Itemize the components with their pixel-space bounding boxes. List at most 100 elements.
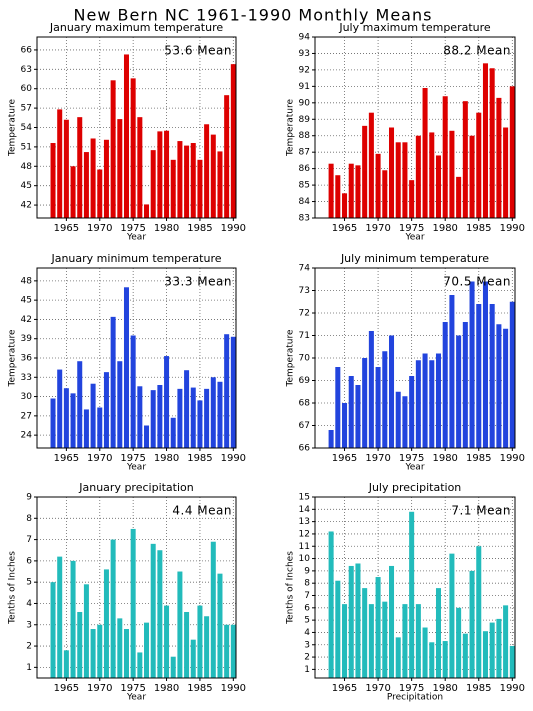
bar: [197, 400, 203, 448]
bar: [496, 618, 502, 678]
y-tick-label: 57: [21, 104, 32, 114]
bar: [103, 569, 109, 678]
x-tick-label: 1975: [120, 223, 145, 234]
bar: [382, 170, 388, 218]
y-axis-label: Tenths of Inches: [8, 551, 18, 625]
bar: [435, 588, 442, 678]
subplot-title: July maximum temperature: [338, 21, 491, 34]
bar: [190, 639, 196, 678]
bar: [57, 109, 63, 218]
y-tick-label: 91: [299, 82, 310, 92]
bar: [70, 560, 76, 678]
bar: [449, 553, 455, 678]
bar: [164, 605, 170, 678]
bar: [489, 622, 495, 678]
bar: [388, 335, 395, 448]
bar: [217, 381, 223, 448]
bar: [368, 604, 374, 678]
y-tick-label: 89: [299, 115, 311, 125]
bar: [462, 322, 468, 448]
bar: [509, 301, 515, 448]
x-tick-label: 1980: [432, 683, 457, 694]
bar: [83, 584, 89, 678]
x-tick-label: 1965: [332, 223, 357, 234]
bar: [83, 152, 89, 218]
bar: [123, 287, 129, 448]
bar: [103, 372, 109, 448]
bar: [422, 627, 428, 678]
bar: [97, 624, 103, 678]
plot-frame: [36, 36, 237, 219]
plot-frame: [36, 496, 237, 679]
bar: [230, 64, 236, 219]
bar: [177, 141, 183, 218]
bar: [204, 616, 210, 678]
x-tick-label: 1985: [187, 683, 212, 694]
bar: [164, 130, 170, 218]
bar: [503, 605, 509, 678]
bar: [50, 143, 56, 218]
bar: [509, 86, 515, 218]
bar: [415, 135, 421, 218]
x-tick-label: 1980: [154, 223, 179, 234]
bar: [157, 385, 163, 448]
bar: [469, 570, 475, 678]
x-tick-label: 1970: [365, 453, 390, 464]
bar: [204, 388, 210, 448]
bar: [70, 166, 76, 218]
bar: [110, 80, 116, 218]
bar: [157, 131, 163, 218]
bar: [83, 409, 89, 448]
y-tick-label: 92: [299, 65, 310, 75]
y-tick-label: 33: [21, 373, 32, 383]
y-tick-label: 5: [26, 578, 32, 588]
y-tick-label: 7: [26, 535, 32, 545]
y-tick-label: 45: [21, 181, 32, 191]
bar: [117, 618, 123, 678]
bar: [362, 588, 368, 678]
bar: [110, 539, 116, 678]
y-tick-label: 8: [26, 514, 32, 524]
y-tick-label: 11: [299, 542, 310, 552]
y-tick-label: 39: [21, 334, 33, 344]
bar: [402, 396, 408, 448]
y-tick-label: 7: [304, 591, 310, 601]
y-tick-label: 94: [299, 33, 311, 43]
bar: [217, 151, 223, 218]
bar: [110, 316, 116, 448]
plot-frame: [314, 496, 516, 679]
y-tick-label: 6: [26, 556, 32, 566]
bar: [137, 652, 143, 678]
x-tick-label: 1965: [332, 683, 357, 694]
x-axis-label: Year: [126, 463, 146, 473]
bar: [482, 281, 488, 448]
bar: [328, 531, 334, 678]
bar: [123, 629, 129, 678]
bar: [395, 637, 401, 678]
bar: [50, 398, 56, 448]
bar: [63, 388, 69, 448]
x-tick-label: 1985: [466, 223, 491, 234]
subplot-title: July precipitation: [368, 481, 462, 494]
x-tick-label: 1965: [54, 223, 79, 234]
bar: [77, 361, 83, 448]
x-tick-label: 1970: [365, 223, 390, 234]
y-tick-label: 69: [299, 376, 311, 386]
y-tick-label: 36: [21, 354, 33, 364]
bar: [144, 622, 150, 678]
bar: [197, 605, 203, 678]
bar: [362, 125, 368, 218]
bar: [170, 159, 176, 218]
bar: [177, 571, 183, 678]
bar: [489, 68, 495, 218]
y-tick-label: 70: [299, 354, 311, 364]
annotation: 70.5 Mean: [443, 275, 511, 289]
y-tick-label: 87: [299, 148, 310, 158]
bar: [348, 163, 354, 218]
x-tick-label: 1980: [432, 453, 457, 464]
y-tick-label: 84: [299, 197, 311, 207]
bar: [57, 369, 63, 448]
y-tick-label: 83: [299, 214, 310, 224]
y-tick-label: 48: [21, 276, 33, 286]
y-tick-label: 45: [21, 296, 32, 306]
